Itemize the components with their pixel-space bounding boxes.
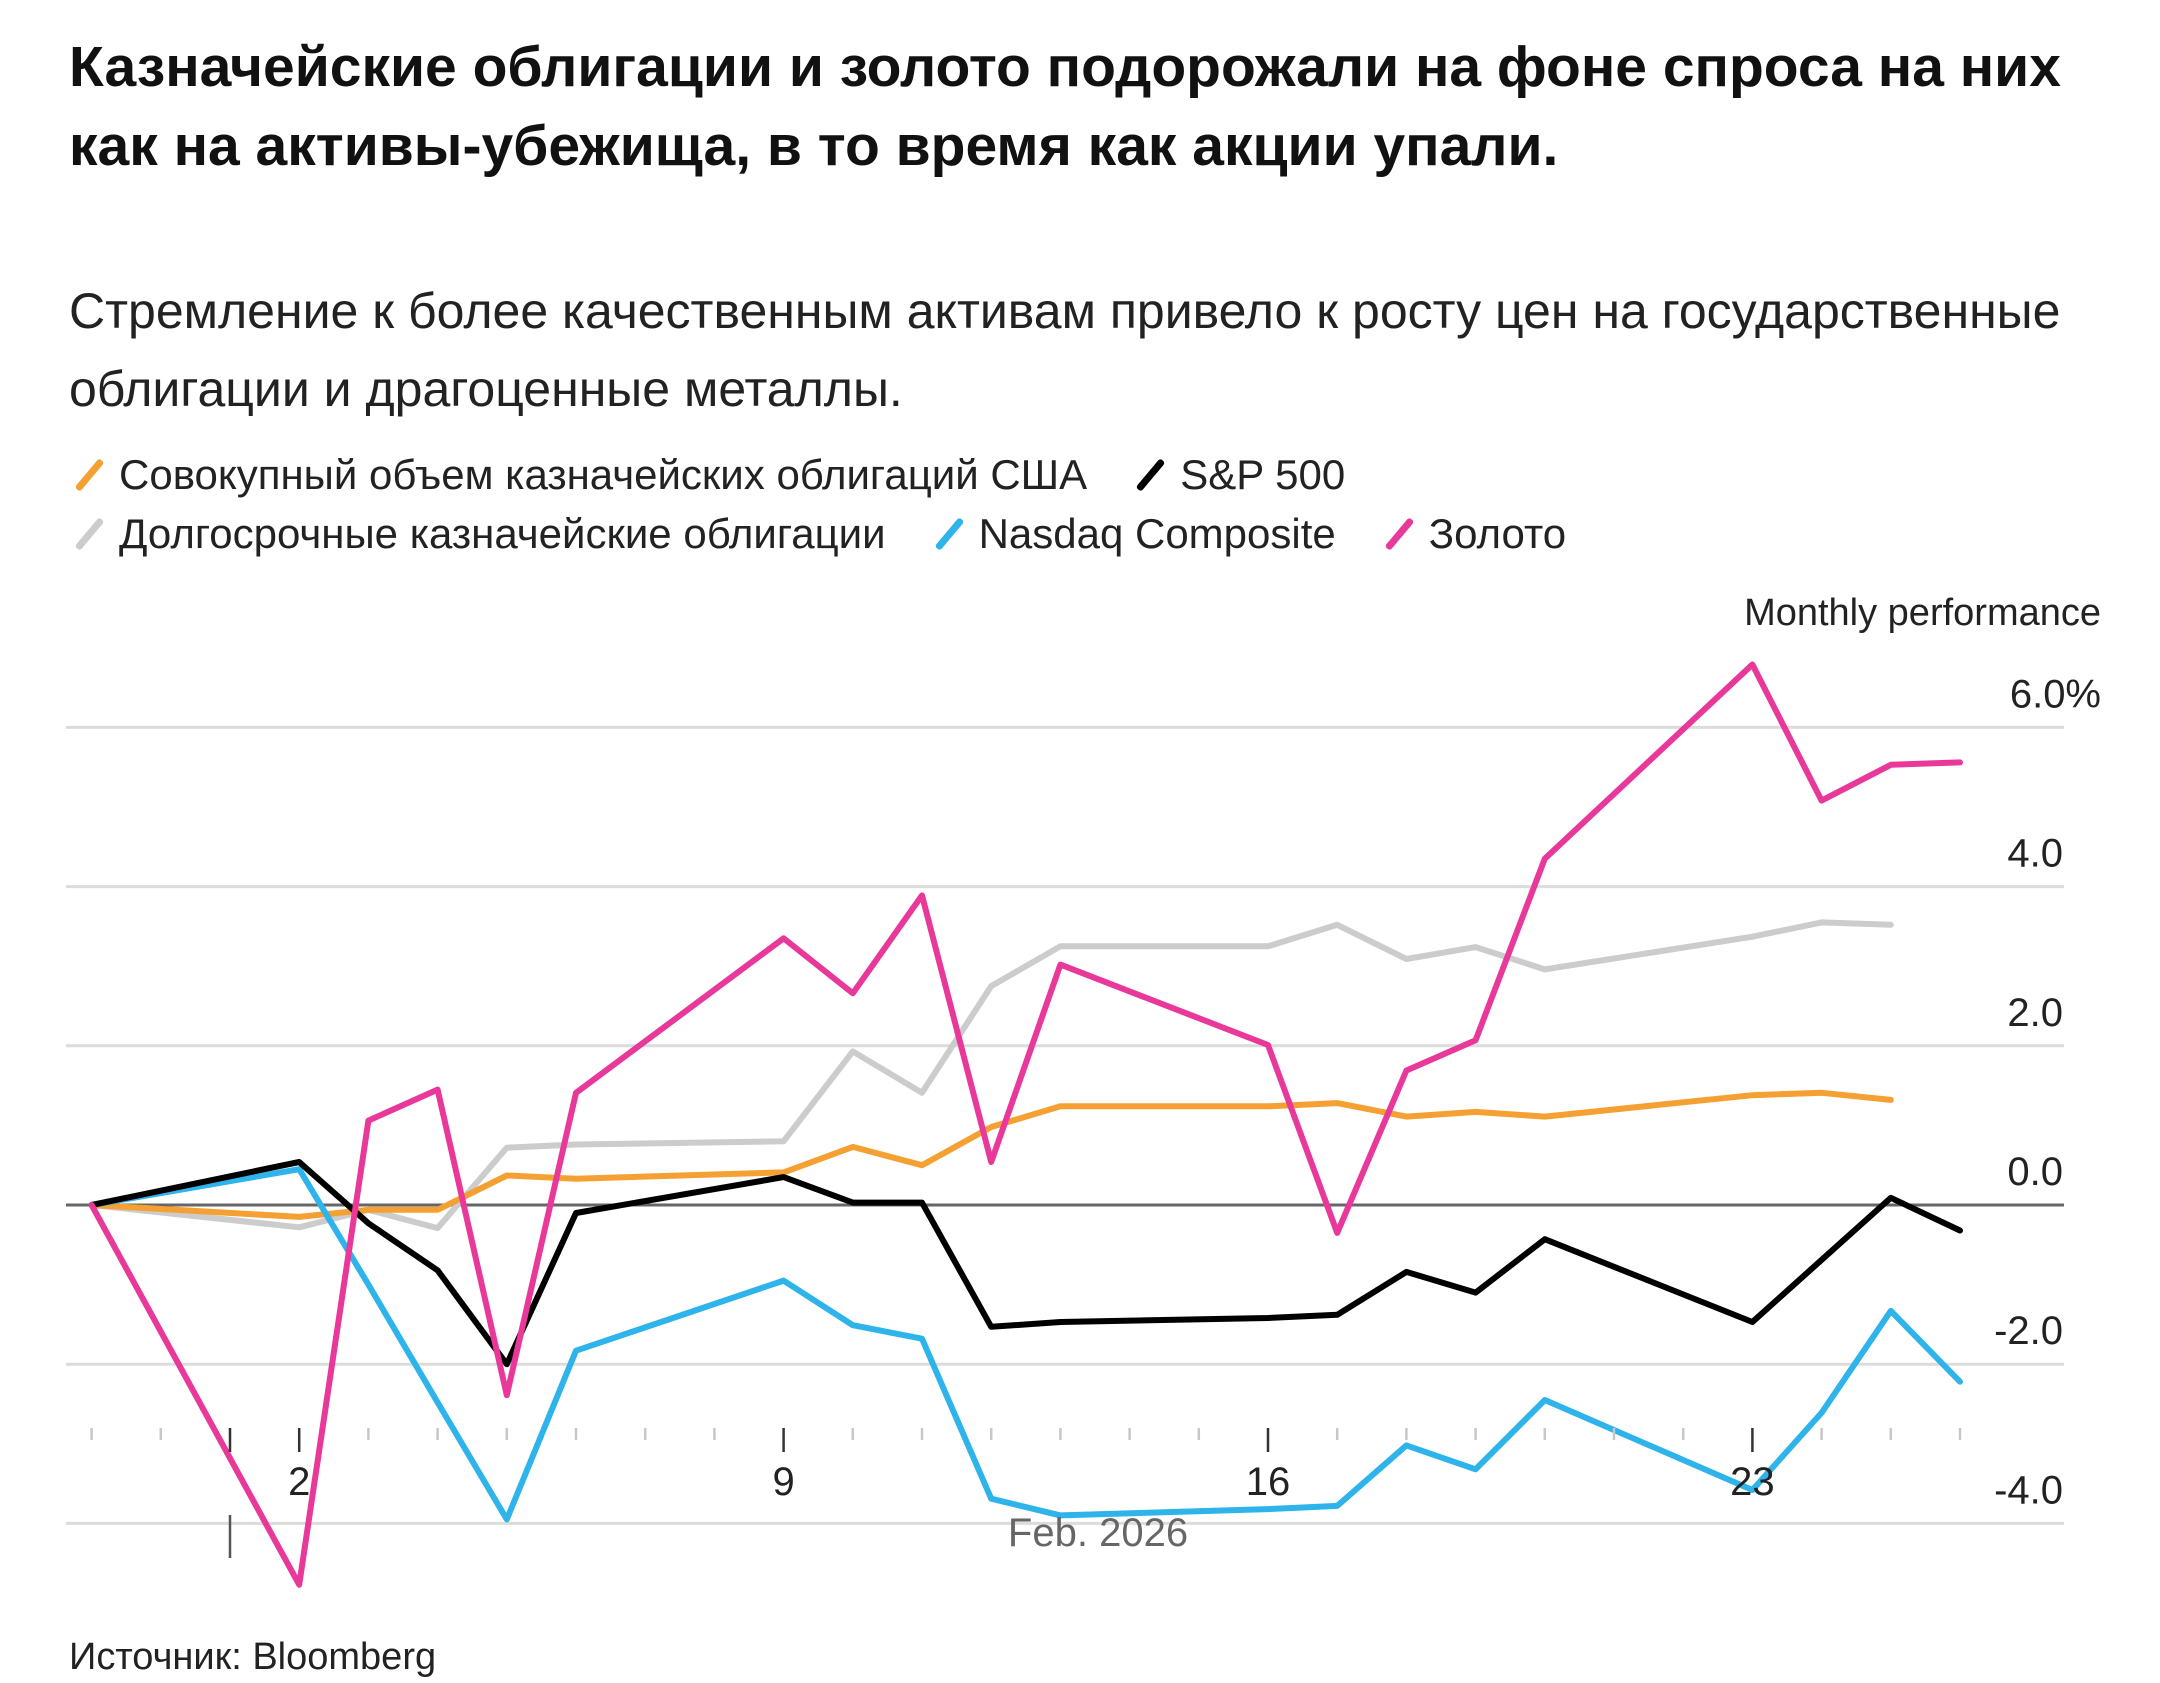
- series-line: [88, 661, 1963, 1588]
- source-note: Источник: Bloomberg: [69, 1636, 437, 1678]
- legend-label: S&P 500: [1180, 451, 1346, 498]
- y-tick-label: 6.0%: [2010, 672, 2101, 716]
- y-tick-label: 0.0: [2007, 1150, 2063, 1194]
- chart-subtitle: Стремление к более качественным активам …: [69, 283, 2061, 417]
- legend-row: Совокупный объем казначейских облигаций …: [72, 445, 2132, 504]
- legend-item-treasuries-aggregate: Совокупный объем казначейских облигаций …: [72, 445, 1087, 504]
- legend: Совокупный объем казначейских облигаций …: [72, 445, 2132, 563]
- x-tick-label: 23: [1730, 1460, 1775, 1504]
- series-line: [88, 1166, 1963, 1523]
- y-axis-title: Monthly performance: [1744, 592, 2101, 634]
- legend-label: Долгосрочные казначейские облигации: [119, 510, 886, 557]
- series-line: [88, 1159, 1963, 1368]
- series-line: [88, 919, 1894, 1232]
- legend-row: Долгосрочные казначейские облигации Nasd…: [72, 504, 2132, 563]
- legend-item-long-treasuries: Долгосрочные казначейские облигации: [72, 504, 886, 563]
- y-tick-label: -2.0: [1994, 1309, 2063, 1353]
- legend-item-gold: Золото: [1382, 504, 1566, 563]
- y-tick-label: 2.0: [2007, 991, 2063, 1035]
- series-line: [88, 1089, 1894, 1220]
- legend-item-sp500: S&P 500: [1133, 445, 1345, 504]
- legend-label: Золото: [1428, 510, 1567, 557]
- x-tick-label: 16: [1246, 1460, 1291, 1504]
- legend-item-nasdaq: Nasdaq Composite: [932, 504, 1336, 563]
- x-tick-label: 2: [288, 1460, 310, 1504]
- x-axis-title: Feb. 2026: [1008, 1511, 1188, 1555]
- legend-label: Nasdaq Composite: [978, 510, 1336, 557]
- y-tick-label: -4.0: [1994, 1468, 2063, 1512]
- y-tick-label: 4.0: [2007, 832, 2063, 876]
- chart-title: Казначейские облигации и золото подорожа…: [69, 35, 2061, 178]
- x-tick-label: 9: [772, 1460, 794, 1504]
- legend-label: Совокупный объем казначейских облигаций …: [119, 451, 1088, 498]
